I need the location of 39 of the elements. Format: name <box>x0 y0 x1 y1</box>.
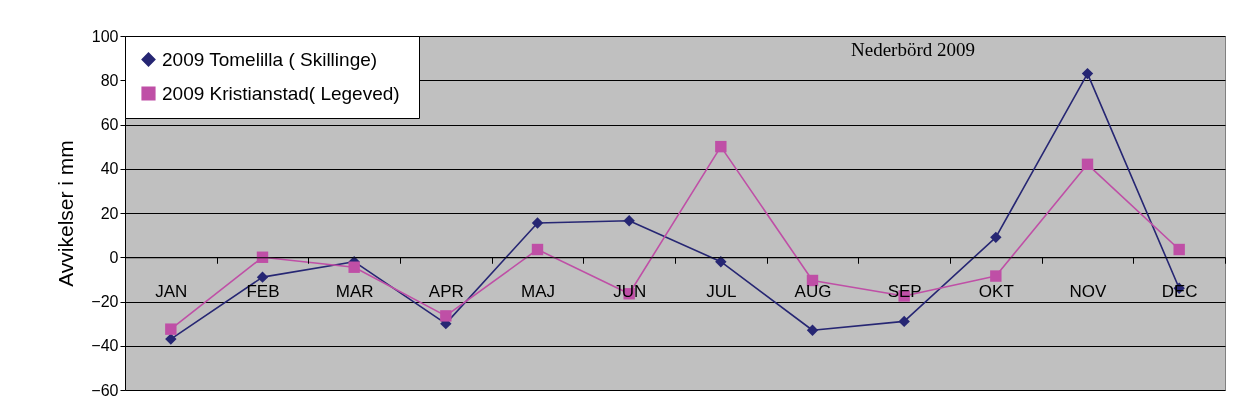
x-tick-label: MAR <box>335 281 374 301</box>
point <box>256 271 269 283</box>
y-tick-label: 20 <box>100 204 119 222</box>
x-tick-label: DEC <box>1161 281 1198 301</box>
point <box>898 315 910 328</box>
y-tick-label: 0 <box>109 248 119 266</box>
x-tick-label: AUG <box>794 281 832 301</box>
legend-label: 2009 Tomelilla ( Skillinge) <box>162 48 378 70</box>
y-axis-title: Avvikelser i mm <box>54 140 78 287</box>
point <box>1081 67 1094 80</box>
x-tick-label: FEB <box>246 281 280 301</box>
x-tick-label: NOV <box>1069 281 1108 301</box>
x-tick-label: JUL <box>706 281 737 301</box>
x-tick-label: JAN <box>155 281 188 301</box>
point <box>623 215 635 227</box>
y-tick-label: 100 <box>91 27 119 45</box>
y-tick-label: −60 <box>91 381 119 399</box>
y-tick-label: 80 <box>100 71 119 89</box>
x-tick-label: OKT <box>978 281 1014 301</box>
y-tick-label: 40 <box>100 160 119 178</box>
point <box>531 243 544 256</box>
point <box>165 323 177 335</box>
x-tick-label: MAJ <box>521 281 555 301</box>
y-tick-label: −20 <box>91 293 119 310</box>
point <box>990 231 1002 244</box>
point <box>1081 158 1094 171</box>
x-tick-label: APR <box>428 281 464 301</box>
point <box>1173 243 1185 256</box>
legend-label: 2009 Kristianstad( Legeved) <box>162 82 400 104</box>
point <box>531 217 544 229</box>
point <box>806 324 819 336</box>
point <box>440 310 452 322</box>
chart-title: Nederbörd 2009 <box>851 39 975 60</box>
point <box>990 270 1002 282</box>
y-tick-label: 60 <box>100 116 119 133</box>
point <box>348 261 360 273</box>
point <box>715 255 727 268</box>
y-tick-label: −40 <box>91 337 119 355</box>
point <box>715 140 727 153</box>
